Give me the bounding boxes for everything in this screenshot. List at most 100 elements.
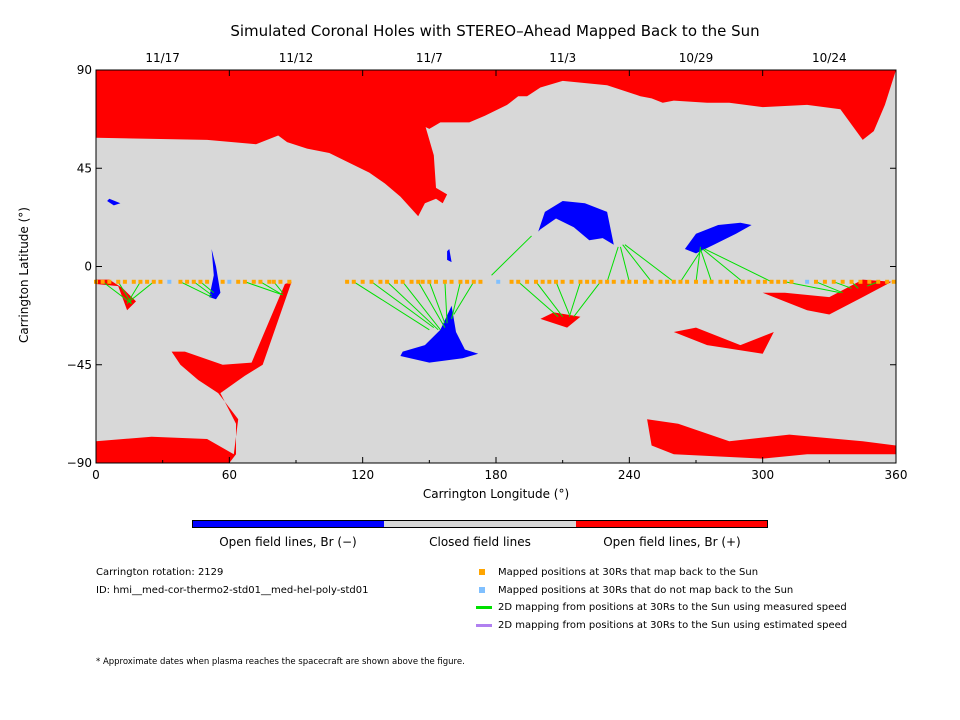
mapped-point-75 bbox=[747, 279, 752, 284]
mapped-point-38 bbox=[449, 279, 454, 284]
mapping-line-22 bbox=[555, 281, 570, 315]
mapping-line-27 bbox=[622, 244, 652, 283]
mapping-line-26 bbox=[619, 246, 630, 282]
mapped-point-13 bbox=[198, 279, 203, 284]
mapped-point-26 bbox=[360, 279, 365, 284]
mapping-line-33 bbox=[704, 248, 772, 283]
mapped-point-35 bbox=[427, 279, 432, 284]
mapped-point-61 bbox=[642, 279, 647, 284]
mapped-point-90 bbox=[885, 279, 890, 284]
mapped-point-63 bbox=[658, 279, 663, 284]
mapped-point-56 bbox=[605, 279, 610, 284]
x-tick-label-300: 300 bbox=[751, 468, 774, 482]
x-axis-label: Carrington Longitude (°) bbox=[422, 487, 570, 501]
mapping-line-12 bbox=[386, 281, 439, 331]
mapped-point-45 bbox=[525, 279, 530, 284]
mapped-point-71 bbox=[718, 279, 723, 284]
mapped-point-54 bbox=[591, 279, 596, 284]
y-tick-label-90: 90 bbox=[77, 63, 92, 77]
mapped-point-42 bbox=[478, 279, 483, 284]
mapped-point-3 bbox=[116, 279, 121, 284]
mapping-line-13 bbox=[402, 281, 441, 331]
mapped-point-7 bbox=[145, 279, 150, 284]
mapping-line-30 bbox=[695, 246, 701, 282]
mapped-point-27 bbox=[369, 279, 374, 284]
mapped-point-58 bbox=[620, 279, 625, 284]
x-tick-label-0: 0 bbox=[92, 468, 100, 482]
mapped-point-31 bbox=[400, 279, 405, 284]
colorbar-label-positive: Open field lines, Br (+) bbox=[603, 535, 741, 549]
colorbar-label-closed: Closed field lines bbox=[429, 535, 531, 549]
negative-hole-5 bbox=[447, 249, 452, 263]
mapped-point-5 bbox=[131, 279, 136, 284]
mapping-line-34 bbox=[784, 281, 841, 294]
mapped-point-15 bbox=[220, 279, 225, 284]
mapped-point-47 bbox=[540, 279, 545, 284]
mapped-point-21 bbox=[271, 279, 276, 284]
legend-marker-not-mapped bbox=[479, 587, 485, 593]
mapping-line-15 bbox=[428, 281, 446, 324]
positive-hole-1 bbox=[96, 70, 292, 463]
mapping-line-4 bbox=[180, 281, 212, 298]
positive-open-field-regions bbox=[96, 70, 896, 463]
negative-hole-0 bbox=[400, 305, 479, 363]
legend-line-measured bbox=[476, 606, 492, 609]
negative-open-field-regions bbox=[107, 198, 752, 363]
negative-hole-2 bbox=[538, 201, 614, 245]
unmapped-point-3 bbox=[805, 279, 810, 284]
mapped-point-32 bbox=[409, 279, 414, 284]
mapped-point-68 bbox=[694, 279, 698, 284]
mapping-line-3 bbox=[129, 281, 155, 302]
mapped-point-55 bbox=[598, 279, 603, 284]
mapped-point-23 bbox=[287, 279, 292, 284]
mapping-line-35 bbox=[815, 281, 843, 294]
mapped-point-86 bbox=[849, 279, 854, 284]
colorbar-closed bbox=[384, 521, 576, 527]
mapped-point-19 bbox=[258, 279, 263, 284]
mapped-point-82 bbox=[814, 279, 818, 284]
positive-hole-2 bbox=[96, 70, 896, 217]
mapped-point-74 bbox=[740, 279, 745, 284]
mapped-point-81 bbox=[789, 279, 794, 284]
unmapped-point-2 bbox=[496, 279, 501, 284]
positive-hole-5 bbox=[540, 312, 581, 328]
date-tick-label-1: 11/12 bbox=[279, 51, 314, 65]
mapped-point-1 bbox=[100, 279, 105, 284]
positive-hole-6 bbox=[762, 279, 892, 315]
mapped-point-29 bbox=[385, 279, 390, 284]
legend-line-estimated bbox=[476, 624, 492, 627]
unmapped-point-1 bbox=[227, 279, 232, 284]
mapping-line-14 bbox=[417, 281, 446, 328]
mapped-point-41 bbox=[471, 279, 476, 284]
chart-title: Simulated Coronal Holes with STEREO–Ahea… bbox=[230, 22, 760, 40]
mapping-line-36 bbox=[833, 281, 852, 289]
mapped-point-72 bbox=[725, 279, 730, 284]
mapped-point-52 bbox=[578, 279, 583, 284]
mapped-point-83 bbox=[822, 279, 827, 284]
negative-hole-1 bbox=[209, 249, 221, 300]
mapping-line-24 bbox=[573, 281, 601, 318]
mapped-point-39 bbox=[458, 279, 463, 284]
mapping-line-6 bbox=[200, 281, 215, 294]
positive-hole-4 bbox=[673, 327, 774, 354]
legend-label-mapped: Mapped positions at 30Rs that map back t… bbox=[498, 567, 759, 578]
mapped-point-87 bbox=[858, 279, 863, 284]
mapped-point-25 bbox=[351, 279, 356, 284]
date-tick-label-2: 11/7 bbox=[416, 51, 443, 65]
mapping-line-20 bbox=[517, 281, 559, 318]
mapping-line-21 bbox=[535, 281, 564, 318]
mapping-line-8 bbox=[260, 281, 283, 296]
x-tick-label-60: 60 bbox=[222, 468, 237, 482]
mapped-point-33 bbox=[416, 279, 421, 284]
colorbar-positive bbox=[575, 521, 767, 527]
y-axis-label-text: Carrington Latitude (°) bbox=[17, 207, 31, 343]
mapped-point-76 bbox=[756, 279, 761, 284]
negative-hole-3 bbox=[684, 222, 752, 254]
mapped-point-22 bbox=[278, 279, 283, 284]
mapping-line-18 bbox=[453, 281, 475, 315]
mapped-point-65 bbox=[671, 279, 676, 284]
mapping-line-28 bbox=[624, 244, 675, 283]
mapping-line-0 bbox=[102, 281, 132, 305]
mapped-point-10 bbox=[178, 279, 183, 284]
